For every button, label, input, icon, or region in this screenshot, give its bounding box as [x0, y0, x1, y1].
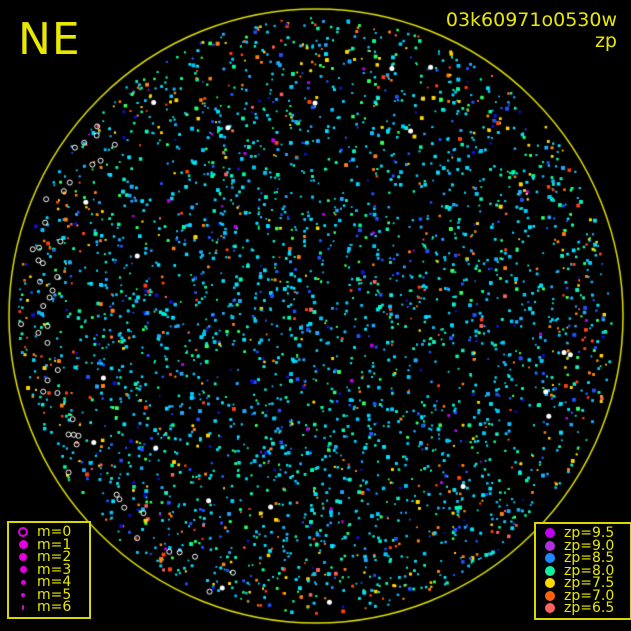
magnitude-legend-label: m=5 [37, 586, 72, 603]
magnitude-legend: m=0 m=1 m=2 m=3 m=4 m=5 m=6 [7, 521, 91, 619]
zp-legend-item: zp=9.5 [542, 525, 624, 542]
zp-legend-item: zp=7.0 [542, 587, 624, 604]
plot-title: 03k60971o0530w zp [446, 10, 617, 52]
magnitude-marker-icon [22, 604, 24, 610]
magnitude-legend-item: m=6 [15, 599, 83, 616]
zp-legend-item: zp=8.5 [542, 550, 624, 567]
magnitude-legend-label: m=4 [37, 574, 72, 591]
magnitude-legend-item: m=5 [15, 586, 83, 603]
zp-legend-item: zp=6.5 [542, 600, 624, 617]
magnitude-legend-item: m=2 [15, 549, 83, 566]
magnitude-marker-icon [18, 527, 28, 538]
zp-color-swatch-icon [545, 565, 555, 576]
zp-color-swatch-icon [545, 603, 555, 614]
orientation-label: NE [18, 14, 81, 65]
magnitude-legend-item: m=0 [15, 524, 83, 541]
magnitude-legend-label: m=2 [37, 549, 72, 566]
plot-subtitle: zp [594, 30, 617, 52]
zp-color-swatch-icon [545, 590, 555, 601]
magnitude-legend-item: m=3 [15, 561, 83, 578]
magnitude-marker-icon [19, 566, 27, 574]
magnitude-legend-item: m=4 [15, 574, 83, 591]
zp-legend-item: zp=7.5 [542, 575, 624, 592]
zp-color-swatch-icon [545, 540, 555, 551]
zp-legend-item: zp=9.0 [542, 537, 624, 554]
magnitude-marker-icon [18, 540, 28, 550]
zp-color-swatch-icon [545, 578, 555, 589]
magnitude-marker-icon [19, 553, 27, 562]
magnitude-marker-icon [20, 579, 26, 585]
zp-color-swatch-icon [545, 528, 555, 539]
zp-legend-label: zp=8.5 [564, 550, 615, 567]
magnitude-legend-item: m=1 [15, 536, 83, 553]
zp-legend-label: zp=9.0 [564, 537, 615, 554]
zp-legend-label: zp=7.0 [564, 587, 615, 604]
magnitude-legend-label: m=3 [37, 561, 72, 578]
zp-legend-label: zp=9.5 [564, 525, 615, 542]
zp-legend-label: zp=8.0 [564, 562, 615, 579]
magnitude-legend-label: m=0 [37, 524, 72, 541]
zp-legend-label: zp=6.5 [564, 600, 615, 617]
image-id: 03k60971o0530w [445, 9, 617, 31]
magnitude-marker-icon [21, 592, 25, 597]
zp-legend: zp=9.5 zp=9.0 zp=8.5 zp=8.0 zp=7.5 zp=7.0 zp=6… [534, 522, 631, 620]
zp-color-swatch-icon [545, 553, 555, 564]
zp-legend-label: zp=7.5 [564, 575, 615, 592]
magnitude-legend-label: m=6 [37, 599, 72, 616]
magnitude-legend-label: m=1 [37, 536, 72, 553]
zp-legend-item: zp=8.0 [542, 562, 624, 579]
